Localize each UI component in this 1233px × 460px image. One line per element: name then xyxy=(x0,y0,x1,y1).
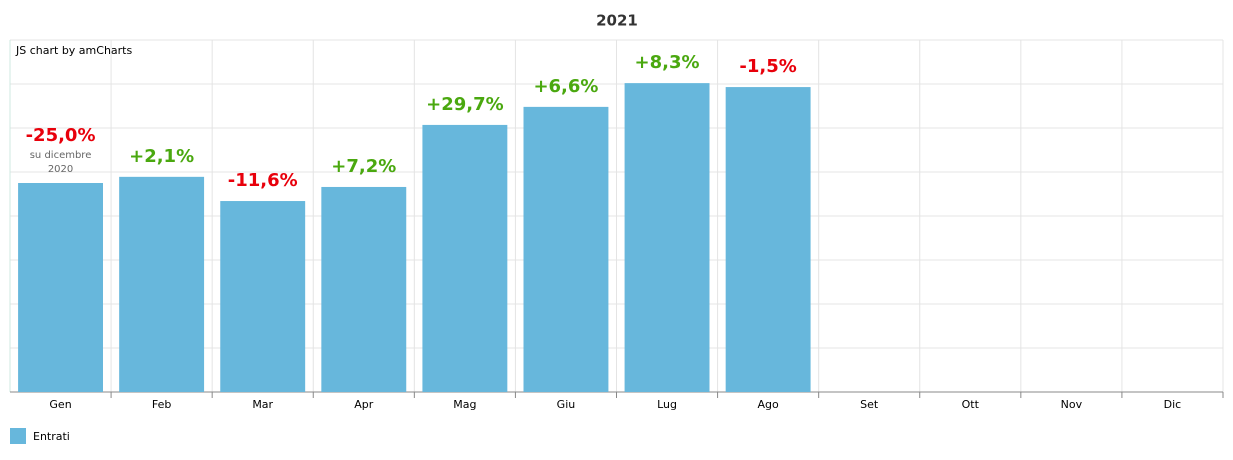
x-tick-label: Ago xyxy=(758,398,780,411)
bar xyxy=(119,176,205,392)
change-label: +8,3% xyxy=(635,52,700,73)
bar xyxy=(321,186,407,392)
legend-swatch xyxy=(10,428,26,444)
x-tick-label: Gen xyxy=(49,398,71,411)
x-tick-label: Nov xyxy=(1061,398,1083,411)
x-tick-label: Feb xyxy=(152,398,171,411)
legend-label: Entrati xyxy=(33,430,70,443)
bar xyxy=(624,83,710,393)
change-label: -25,0% xyxy=(26,125,96,146)
x-tick-label: Dic xyxy=(1164,398,1182,411)
bar xyxy=(422,124,508,393)
change-label: -1,5% xyxy=(739,56,796,77)
x-tick-label: Giu xyxy=(557,398,576,411)
x-tick-label: Ott xyxy=(962,398,980,411)
change-label: -11,6% xyxy=(228,170,298,191)
change-label: +29,7% xyxy=(426,94,504,115)
chart-title: 2021 xyxy=(596,12,638,30)
change-note: 2020 xyxy=(48,164,73,175)
change-note: su dicembre xyxy=(30,150,92,161)
bar xyxy=(220,201,306,392)
change-label: +6,6% xyxy=(533,76,598,97)
x-tick-label: Mag xyxy=(453,398,476,411)
x-tick-label: Mar xyxy=(252,398,273,411)
bar xyxy=(523,106,609,392)
change-label: +2,1% xyxy=(129,146,194,167)
bar xyxy=(725,87,811,392)
credit: JS chart by amCharts xyxy=(15,44,132,57)
x-tick-label: Lug xyxy=(657,398,677,411)
change-label: +7,2% xyxy=(331,156,396,177)
bar xyxy=(18,183,103,392)
x-tick-label: Apr xyxy=(354,398,374,411)
x-tick-label: Set xyxy=(860,398,879,411)
